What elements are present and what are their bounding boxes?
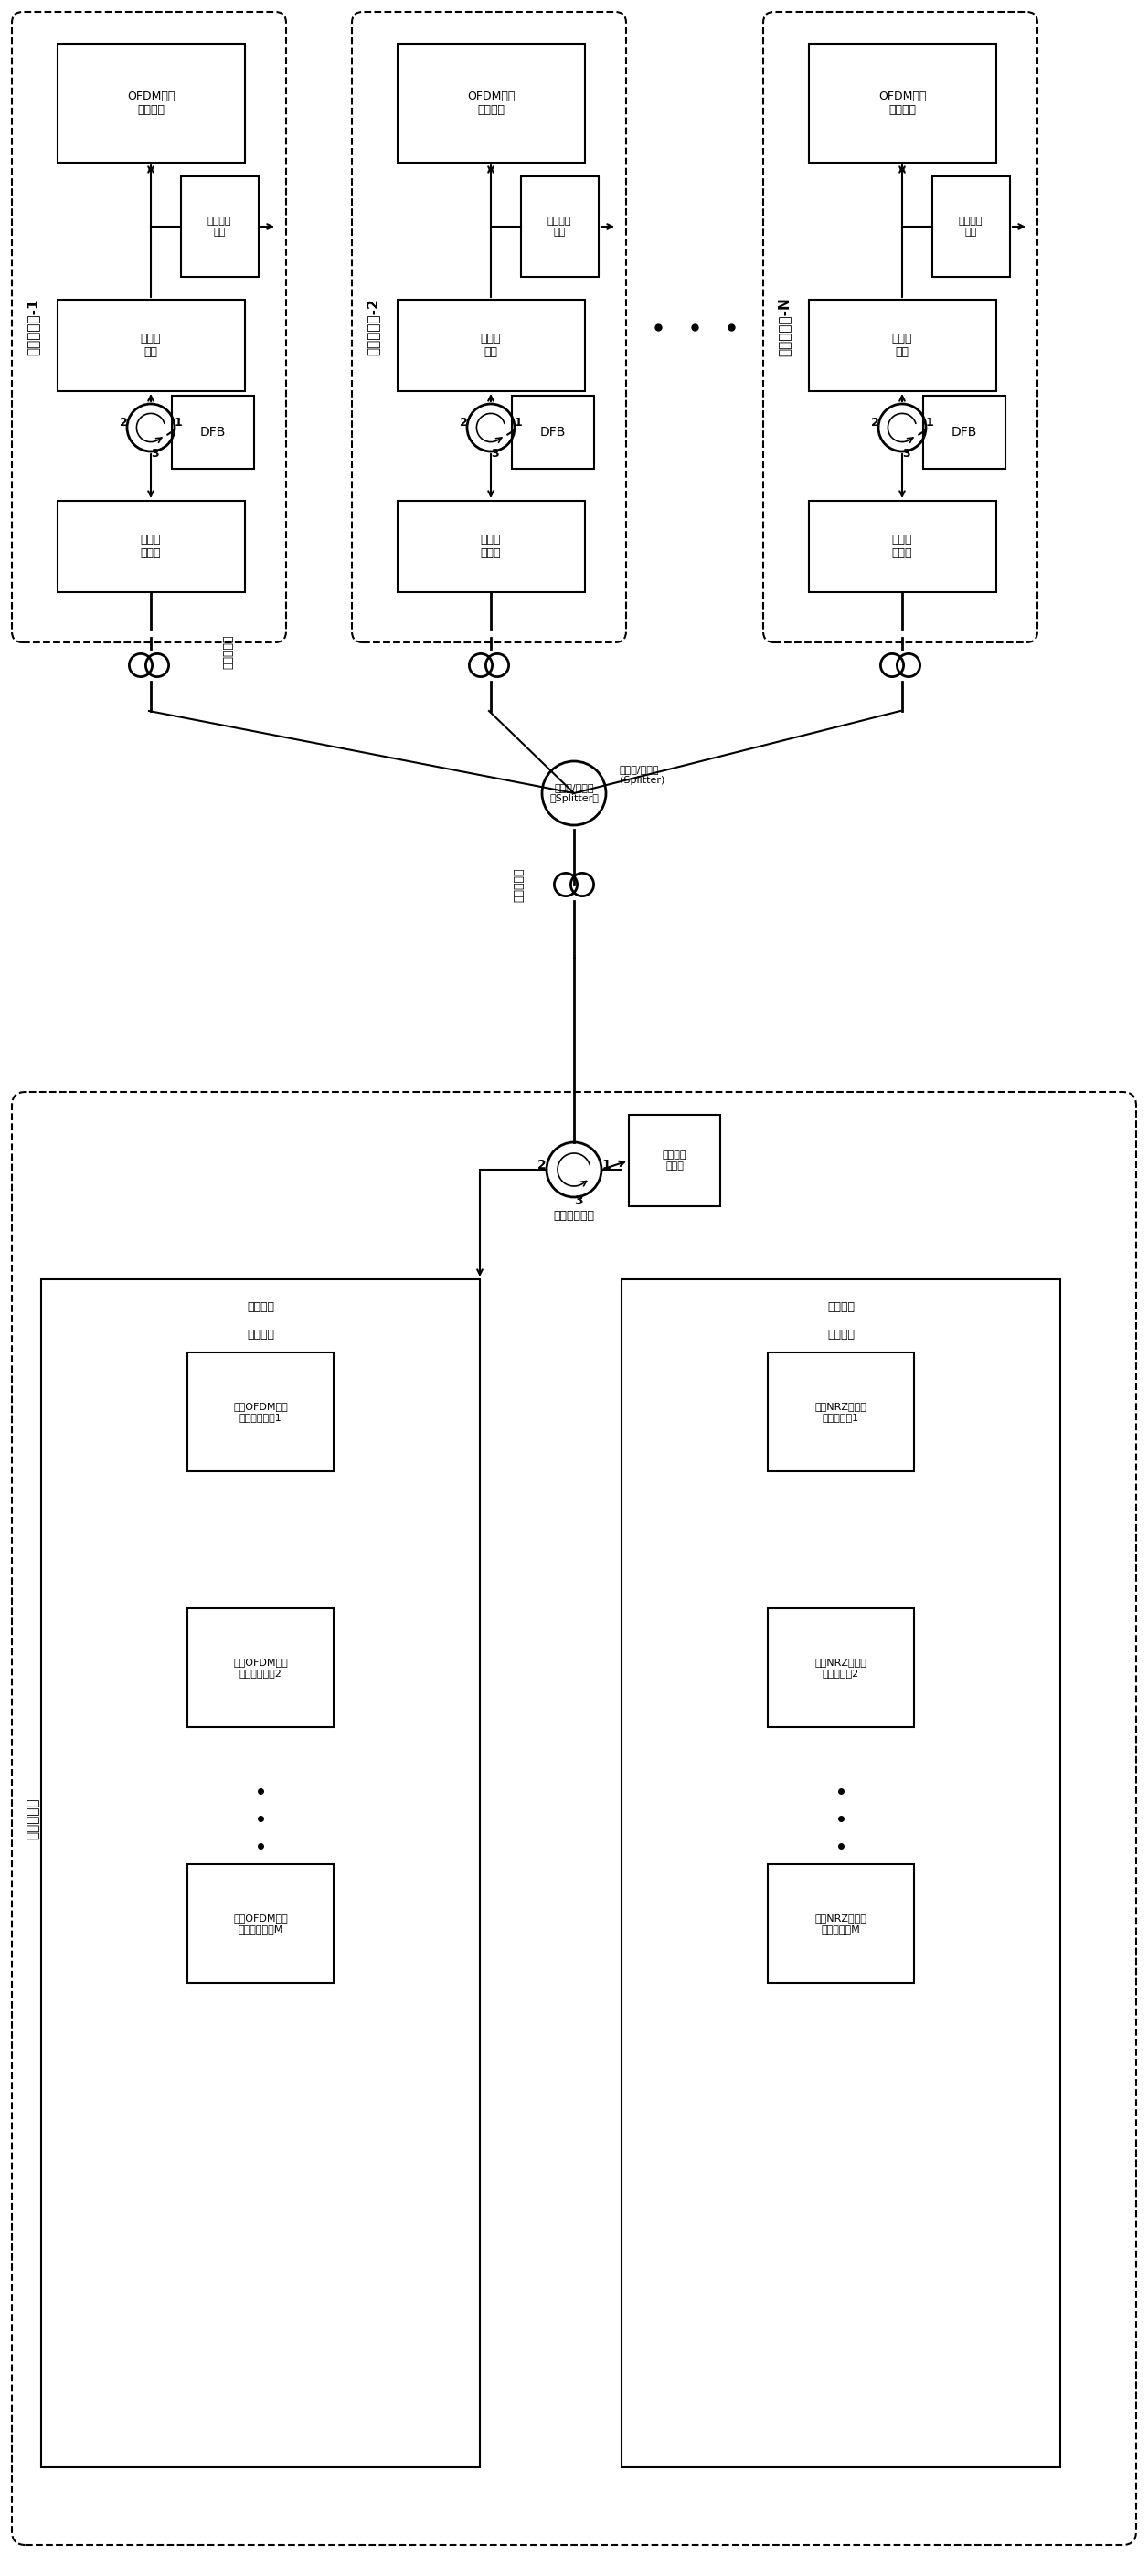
Text: 上行数据
信号: 上行数据 信号 [548,216,572,237]
Text: 光可调
滤波器: 光可调 滤波器 [481,533,502,559]
Text: 波长光束: 波长光束 [828,1329,854,1340]
Text: 3: 3 [152,448,160,459]
Bar [397,500,585,592]
Text: 光网络单元-1: 光网络单元-1 [26,299,40,355]
Bar [932,175,1010,276]
Text: 光可调
滤波器: 光可调 滤波器 [892,533,913,559]
Text: DFB: DFB [952,425,977,438]
Bar [512,397,595,469]
Text: 上行数据
信号: 上行数据 信号 [959,216,983,237]
Text: 光电探
测器: 光电探 测器 [140,332,161,358]
FancyBboxPatch shape [11,13,286,641]
Text: 光可调
滤波器: 光可调 滤波器 [140,533,161,559]
Text: 上行NRZ数据信
号接收模块M: 上行NRZ数据信 号接收模块M [815,1914,867,1935]
Text: 光网络单元-2: 光网络单元-2 [366,299,380,355]
Text: 上行数据
信号: 上行数据 信号 [208,216,232,237]
Text: 下行OFDM数据
信号发射模块M: 下行OFDM数据 信号发射模块M [233,1914,288,1935]
Text: 光分路/合路器
（Splitter）: 光分路/合路器 （Splitter） [550,783,598,804]
Text: 2: 2 [870,417,878,430]
Bar [187,1865,334,1984]
Bar [397,299,585,392]
Text: OFDM数据
信号处理: OFDM数据 信号处理 [127,90,174,116]
Text: 1: 1 [925,417,933,430]
Bar [397,44,585,162]
Bar [187,1352,334,1471]
Text: 3: 3 [491,448,499,459]
Text: DFB: DFB [200,425,226,438]
Bar [181,175,258,276]
Text: 3: 3 [574,1195,583,1208]
Text: 第一波列: 第一波列 [247,1301,274,1314]
Text: 2: 2 [119,417,127,430]
Text: 上行NRZ数据信
号接收模块2: 上行NRZ数据信 号接收模块2 [815,1659,867,1677]
Text: 上行NRZ数据信
号接收模块1: 上行NRZ数据信 号接收模块1 [815,1401,867,1422]
Text: 下行OFDM数据
信号发射模块2: 下行OFDM数据 信号发射模块2 [233,1659,288,1677]
Text: 掺铒光纤
放大器: 掺铒光纤 放大器 [662,1151,687,1170]
Text: 下行OFDM数据
信号发射模块1: 下行OFDM数据 信号发射模块1 [233,1401,288,1422]
Text: 1: 1 [174,417,183,430]
Text: 光网络单元-N: 光网络单元-N [777,299,791,355]
Text: 光电探
测器: 光电探 测器 [892,332,913,358]
Bar [809,299,996,392]
Text: 光线路终端: 光线路终端 [26,1798,40,1839]
Text: 光分路/合路器
(Splitter): 光分路/合路器 (Splitter) [620,765,665,786]
FancyBboxPatch shape [352,13,626,641]
Text: DFB: DFB [540,425,566,438]
Bar [923,397,1006,469]
Text: 1: 1 [602,1159,611,1172]
Bar [621,1280,1061,2468]
Bar [768,1865,914,1984]
Text: 2: 2 [537,1159,546,1172]
Bar [768,1607,914,1726]
Bar [57,500,245,592]
Bar [41,1280,480,2468]
Bar [57,299,245,392]
Bar [57,44,245,162]
FancyBboxPatch shape [11,1092,1137,2545]
FancyBboxPatch shape [763,13,1038,641]
Bar [187,1607,334,1726]
Bar [809,44,996,162]
Text: 3: 3 [902,448,910,459]
Text: 馈线式光纤: 馈线式光纤 [513,868,525,902]
Text: 波长光束: 波长光束 [247,1329,274,1340]
Text: 第二波列: 第二波列 [828,1301,854,1314]
Text: 1: 1 [514,417,522,430]
Text: OFDM数据
信号处理: OFDM数据 信号处理 [467,90,514,116]
Text: 2: 2 [459,417,467,430]
Bar [172,397,254,469]
Bar [629,1115,720,1206]
Text: 第一光环路器: 第一光环路器 [553,1208,595,1221]
Text: OFDM数据
信号处理: OFDM数据 信号处理 [878,90,926,116]
Bar [768,1352,914,1471]
Bar [809,500,996,592]
Text: 光电探
测器: 光电探 测器 [481,332,502,358]
Text: 分布式光纤: 分布式光纤 [223,634,234,670]
Bar [521,175,598,276]
